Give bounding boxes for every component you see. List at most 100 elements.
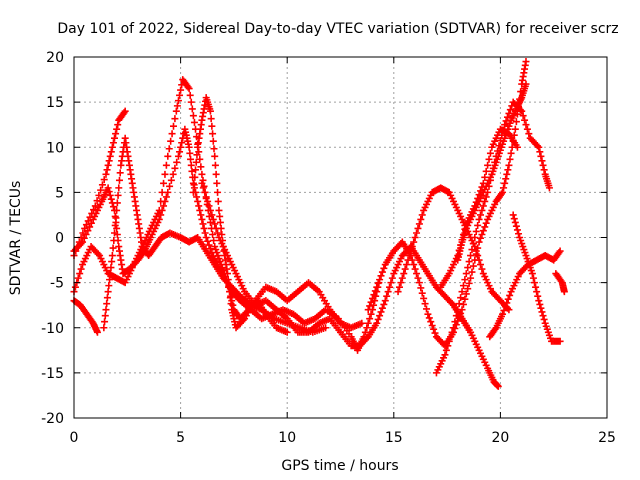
data-point-marker [161, 170, 169, 178]
data-point-marker [225, 282, 233, 290]
data-point-marker [367, 310, 375, 318]
data-point-marker [499, 310, 507, 318]
data-point-marker [107, 264, 115, 272]
data-point-marker [205, 241, 213, 249]
data-point-marker [513, 143, 521, 151]
data-point-marker [116, 169, 124, 177]
x-tick-label: 15 [385, 430, 403, 446]
data-point-marker [400, 270, 408, 278]
data-point-marker [214, 229, 222, 237]
data-point-marker [107, 148, 115, 156]
data-point-marker [209, 215, 217, 223]
data-point-marker [106, 191, 114, 199]
data-point-marker [384, 288, 392, 296]
data-point-marker [185, 85, 193, 93]
data-point-marker [189, 188, 197, 196]
data-point-marker [190, 118, 198, 126]
data-point-marker [209, 230, 217, 238]
data-point-marker [425, 314, 433, 322]
data-point-marker [86, 223, 94, 231]
data-point-marker [102, 306, 110, 314]
data-point-marker [459, 282, 467, 290]
data-point-marker [97, 186, 105, 194]
data-point-marker [422, 305, 430, 313]
data-point-marker [509, 211, 517, 219]
data-point-marker [376, 312, 384, 320]
data-point-marker [424, 310, 432, 318]
data-point-marker [394, 288, 402, 296]
data-point-marker [111, 229, 119, 237]
y-tick-label: -15 [41, 366, 64, 382]
data-point-marker [457, 294, 465, 302]
data-point-marker [364, 319, 372, 327]
data-point-marker [104, 161, 112, 169]
data-point-marker [445, 337, 453, 345]
data-point-marker [535, 297, 543, 305]
data-point-marker [482, 167, 490, 175]
data-point-marker [381, 297, 389, 305]
data-point-marker [377, 308, 385, 316]
data-point-marker [545, 184, 553, 192]
data-point-marker [204, 237, 212, 245]
data-point-marker [506, 291, 514, 299]
data-point-marker [79, 229, 87, 237]
data-point-marker [79, 238, 87, 246]
data-point-marker [512, 222, 520, 230]
data-point-marker [172, 107, 180, 115]
data-point-marker [169, 170, 177, 178]
data-point-marker [497, 190, 505, 198]
y-tick-label: 10 [46, 140, 64, 156]
data-point-marker [477, 211, 485, 219]
data-point-marker [174, 152, 182, 160]
data-point-marker [501, 303, 509, 311]
data-point-marker [176, 91, 184, 99]
data-point-marker [164, 152, 172, 160]
data-point-marker [157, 211, 165, 219]
data-point-marker [502, 175, 510, 183]
data-point-marker [193, 193, 201, 201]
data-point-marker [377, 272, 385, 280]
data-point-marker [467, 274, 475, 282]
data-point-marker [415, 279, 423, 287]
data-point-marker [556, 247, 564, 255]
data-layer [70, 58, 568, 390]
data-point-marker [538, 308, 546, 316]
data-point-marker [95, 191, 103, 199]
y-axis-label: SDTVAR / TECUs [8, 181, 24, 296]
data-point-marker [501, 121, 509, 129]
data-point-marker [410, 238, 418, 246]
data-point-marker [532, 283, 540, 291]
data-point-marker [207, 115, 215, 123]
data-point-marker [462, 290, 470, 298]
data-point-marker [197, 163, 205, 171]
data-point-marker [113, 206, 121, 214]
data-point-marker [380, 264, 388, 272]
data-point-marker [462, 270, 470, 278]
data-point-marker [101, 312, 109, 320]
data-point-marker [198, 170, 206, 178]
data-point-marker [165, 145, 173, 153]
data-point-marker [522, 80, 530, 88]
data-point-marker [455, 300, 463, 308]
data-point-marker [364, 306, 372, 314]
data-point-marker [109, 203, 117, 211]
data-point-marker [111, 134, 119, 142]
data-point-marker [467, 252, 475, 260]
data-point-marker [441, 351, 449, 359]
data-point-marker [227, 300, 235, 308]
data-point-marker [374, 279, 382, 287]
data-point-marker [101, 318, 109, 326]
data-point-marker [471, 234, 479, 241]
data-point-marker [176, 148, 184, 156]
data-point-marker [479, 202, 487, 210]
x-tick-label: 25 [598, 430, 616, 446]
data-point-marker [169, 122, 177, 130]
data-point-marker [87, 219, 95, 227]
data-point-marker [407, 247, 415, 255]
data-point-marker [74, 274, 82, 282]
data-point-marker [474, 221, 482, 229]
data-point-marker [370, 291, 378, 299]
data-point-marker [177, 86, 185, 94]
data-point-marker [417, 215, 425, 223]
